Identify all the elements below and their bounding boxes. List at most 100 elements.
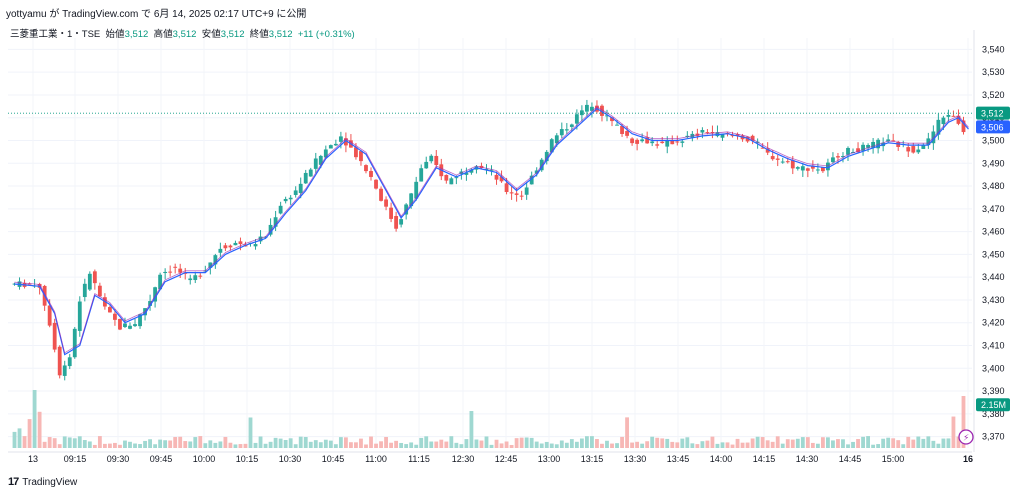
volume-bar: [273, 437, 278, 448]
volume-bar: [32, 390, 37, 448]
x-tick-label: 16: [963, 454, 973, 464]
volume-bar: [730, 444, 735, 448]
volume-bar: [800, 437, 805, 448]
x-tick-label: 12:30: [452, 454, 475, 464]
candle-body: [941, 117, 946, 125]
y-tick-label: 3,540: [982, 44, 1005, 54]
volume-bar: [554, 444, 559, 448]
x-tick-label: 11:00: [365, 454, 387, 464]
candle-body: [846, 147, 850, 155]
volume-bar: [600, 443, 604, 448]
candle-body: [414, 181, 419, 199]
candle-body: [514, 193, 519, 195]
y-tick-label: 3,410: [982, 341, 1005, 351]
candle-body: [574, 114, 579, 124]
volume-bar: [655, 437, 660, 448]
candle-body: [163, 271, 168, 274]
y-tick-label: 3,460: [982, 227, 1005, 237]
candle-body: [720, 133, 725, 138]
volume-bar: [384, 436, 388, 448]
volume-bar: [379, 441, 383, 448]
volume-bar: [635, 441, 640, 448]
volume-bar: [700, 441, 705, 448]
y-tick-label: 3,430: [982, 295, 1005, 305]
volume-bar: [740, 442, 745, 448]
volume-bar: [128, 441, 132, 448]
volume-bar: [725, 442, 730, 448]
volume-bar: [856, 438, 860, 448]
candlesticks: [12, 99, 966, 381]
volume-bar: [72, 438, 77, 448]
brand-label: TradingView: [22, 476, 78, 488]
volume-bar: [569, 439, 574, 448]
candle-body: [228, 245, 233, 248]
volume-bar: [544, 441, 549, 448]
volume-bar: [805, 437, 810, 448]
candle-body: [238, 241, 243, 245]
candle-body: [856, 148, 860, 153]
x-tick-label: 09:15: [64, 454, 87, 464]
volume-bar: [645, 441, 650, 448]
price-axis: 3,370 3,380 3,390 3,400 3,410 3,420 3,430 3,440…: [973, 30, 1005, 452]
volume-bar: [62, 436, 67, 448]
candle-body: [961, 120, 966, 133]
volume-bar: [228, 442, 233, 448]
volume-bar: [118, 444, 122, 448]
y-tick-label: 3,370: [982, 432, 1005, 442]
volume-bar: [886, 437, 891, 448]
candle-body: [911, 146, 916, 153]
volume-bar: [188, 441, 193, 448]
y-tick-label: 3,530: [982, 67, 1005, 77]
candle-body: [750, 135, 755, 141]
candle-body: [308, 169, 313, 177]
volume-bar: [82, 440, 87, 448]
candle-body: [123, 323, 127, 328]
candle-body: [815, 169, 820, 171]
tradingview-brand[interactable]: 17 TradingView: [8, 476, 77, 488]
candle-body: [454, 177, 459, 179]
volume-bar: [861, 436, 865, 448]
volume-bar: [615, 443, 619, 448]
candle-body: [735, 134, 740, 136]
candle-body: [730, 135, 735, 137]
y-tick-label: 3,440: [982, 272, 1005, 282]
volume-bar: [349, 442, 353, 448]
candle-body: [564, 129, 569, 131]
volume-bar: [705, 440, 710, 448]
x-tick-label: 14:00: [710, 454, 733, 464]
candle-body: [72, 328, 77, 358]
volume-bar: [469, 411, 474, 448]
volume-bar: [223, 436, 228, 448]
candle-body: [153, 287, 158, 302]
volume-bar: [288, 438, 293, 448]
x-tick-label: 10:00: [193, 454, 216, 464]
candle-body: [343, 138, 348, 146]
candle-body: [213, 255, 218, 265]
volume-bar: [183, 441, 188, 448]
candle-body: [188, 278, 193, 281]
volume-bar: [620, 436, 624, 448]
candle-body: [494, 174, 499, 180]
volume-bar: [936, 443, 941, 448]
candle-body: [635, 139, 640, 144]
candle-body: [298, 183, 303, 194]
candle-body: [785, 161, 790, 163]
candle-body: [108, 307, 112, 313]
low-label: 安値: [201, 29, 221, 40]
candle-body: [504, 183, 509, 193]
candle-body: [52, 322, 57, 350]
volume-bar: [605, 440, 609, 448]
candle-body: [364, 165, 368, 172]
candle-body: [128, 325, 132, 329]
volume-bar: [303, 437, 308, 448]
chart-grid: [8, 38, 972, 448]
volume-bar: [133, 443, 137, 448]
candle-body: [394, 216, 399, 229]
candle-body: [660, 141, 665, 144]
candle-body: [600, 105, 604, 116]
volume-bar: [138, 444, 142, 448]
candle-body: [278, 205, 283, 214]
x-tick-label: 14:30: [796, 454, 819, 464]
candle-body: [288, 197, 293, 200]
